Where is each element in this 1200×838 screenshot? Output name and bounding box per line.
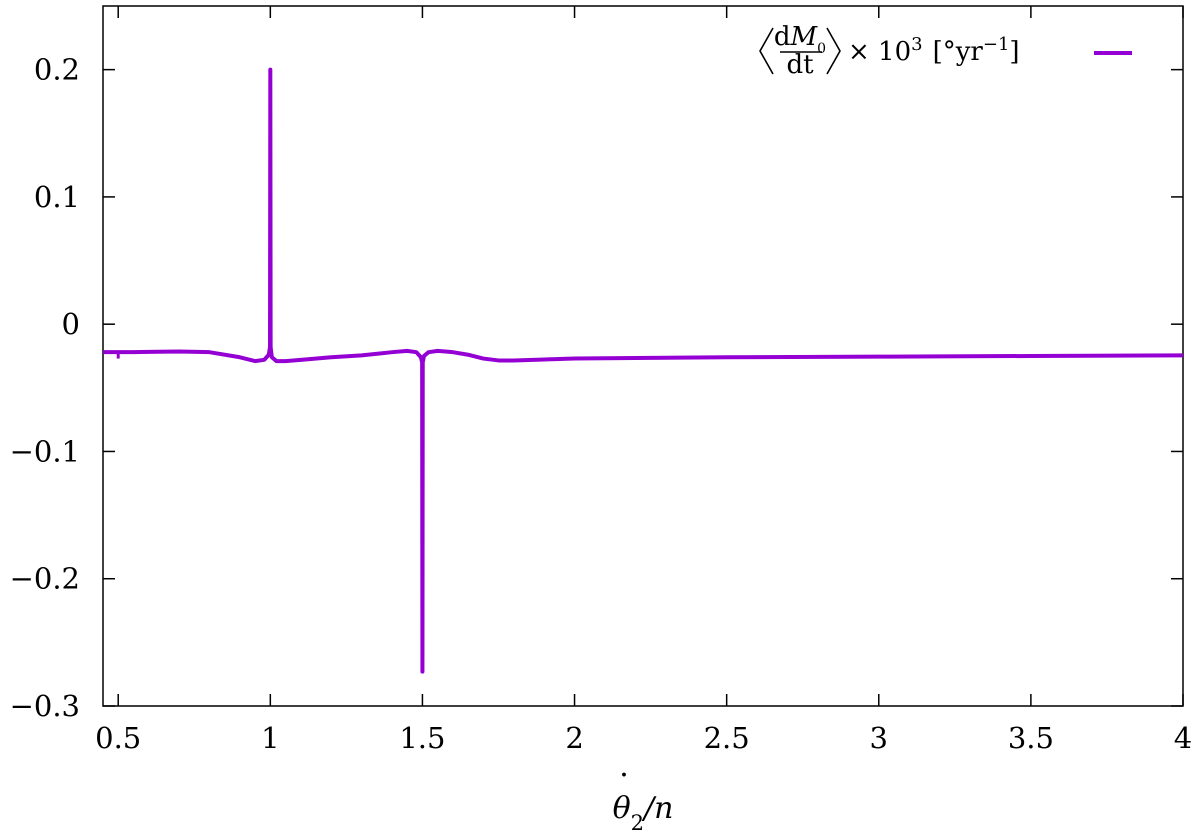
series-line <box>103 70 1183 672</box>
x-tick-label: 2.5 <box>704 721 750 755</box>
legend: dM0 dt × 103 [°yr−1] <box>760 22 1132 80</box>
tick-labels: 0.5 1 1.5 2 2.5 3 3.5 4 −0.3 −0.2 −0.1 0 0.1 0.2 <box>10 53 1193 755</box>
x-axis-label: θ2/n <box>613 791 674 835</box>
y-tick-label: 0 <box>62 307 80 341</box>
x-tick-label: 4 <box>1174 721 1192 755</box>
x-tick-label: 2 <box>565 721 583 755</box>
y-tick-label: −0.3 <box>10 689 80 723</box>
legend-right-angle <box>827 28 840 74</box>
x-tick-label: 3.5 <box>1008 721 1054 755</box>
x-tick-label: 1 <box>261 721 279 755</box>
y-tick-label: 0.1 <box>34 180 80 214</box>
theta-dot: · <box>619 758 629 793</box>
legend-denominator: dt <box>786 50 814 80</box>
x-tick-label: 3 <box>870 721 888 755</box>
legend-left-angle <box>760 28 773 74</box>
y-tick-label: 0.2 <box>34 53 80 87</box>
y-tick-label: −0.1 <box>10 434 80 468</box>
y-tick-label: −0.2 <box>10 562 80 596</box>
x-tick-label: 1.5 <box>399 721 445 755</box>
x-tick-label: 0.5 <box>95 721 141 755</box>
legend-text: × 103 [°yr−1] <box>848 34 1020 68</box>
